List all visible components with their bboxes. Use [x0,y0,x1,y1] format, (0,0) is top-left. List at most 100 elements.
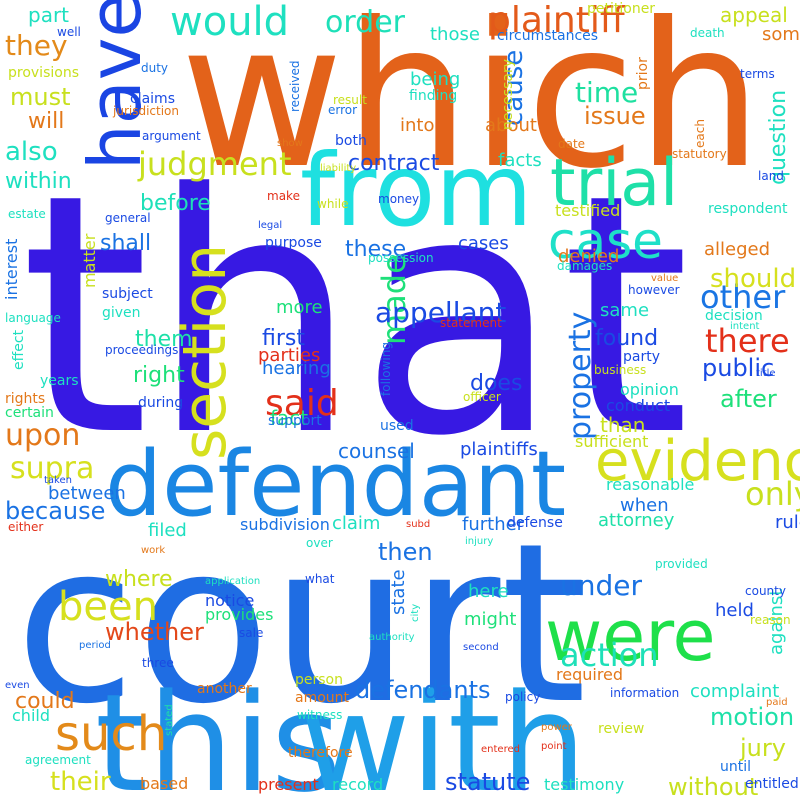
word-upon: upon [5,418,80,453]
word-also: also [5,137,58,167]
word-about: about [485,115,537,136]
word-entered: entered [481,744,520,755]
word-testified: testified [555,201,620,220]
word-until: until [720,759,751,775]
word-issue: issue [584,102,646,130]
word-record: record [332,775,383,794]
word-interest: interest [2,239,21,300]
word-jury: jury [739,734,786,762]
word-action: action [560,636,659,674]
word-after: after [720,385,777,413]
word-each: each [693,119,707,148]
word-appellant: appellant [375,296,506,329]
word-case: case [548,212,663,270]
word-cause: cause [499,50,529,126]
word-language: language [5,311,61,325]
word-part: part [28,3,69,27]
word-complaint: complaint [690,681,779,702]
word-facts: facts [498,150,542,171]
word-estate: estate [8,207,46,221]
word-should: should [710,264,796,294]
word-order: order [325,5,406,40]
word-whether: whether [105,618,204,646]
word-years: years [40,373,79,389]
word-been: been [58,584,158,630]
word-motion: motion [710,703,794,731]
word-some: some [762,24,800,45]
word-effect: effect [11,329,27,370]
word-contract: contract [348,151,440,176]
word-when: when [620,495,669,516]
word-with: with [300,665,586,800]
word-because: because [5,497,105,525]
word-rule: rule [775,512,800,533]
word-either: either [8,520,43,534]
word-even: even [5,680,30,691]
word-plaintiff: plaintiff [488,0,626,41]
word-opinion: opinion [620,380,679,399]
word-were: were [545,595,716,677]
word-hearing: hearing [262,358,331,379]
word-fact: fact [270,406,308,430]
word-officer: officer [463,390,501,404]
word-provisions: provisions [8,65,79,81]
word-provides: provides [205,605,273,624]
word-date: date [558,137,585,151]
word-that: that [20,124,690,508]
word-taken: taken [44,475,72,486]
word-application: application [205,576,260,587]
word-defendant: defendant [105,432,566,537]
word-court: court [15,496,587,752]
word-first: first [262,326,305,351]
word-circumstances: circumstances [497,28,598,44]
word-alleged: alleged [704,239,770,260]
word-here: here [468,581,509,602]
word-public: public [702,354,774,382]
word-under: under [560,569,642,602]
word-parties: parties [258,345,320,366]
word-within: within [5,169,72,194]
word-three: three [142,656,174,670]
word-evidence: evidence [595,429,800,494]
word-period: period [79,640,111,651]
word-certain: certain [5,405,54,421]
word-legal: legal [258,220,282,231]
word-entitled: entitled [745,776,799,792]
word-policy: policy [505,690,540,704]
word-testimony: testimony [544,775,624,794]
word-purpose: purpose [265,235,322,251]
word-statute: statute [445,768,530,796]
word-without: without [668,773,758,800]
word-result: result [333,93,367,107]
word-plaintiffs: plaintiffs [460,439,538,460]
word-required: required [556,665,623,684]
word-over: over [306,536,333,550]
word-respondent: respondent [708,201,788,217]
word-defendants: defendants [355,676,491,704]
word-into: into [400,115,434,136]
word-petitioner: petitioner [587,1,655,17]
word-will: will [28,109,64,134]
word-appeal: appeal [720,3,788,27]
word-such: such [55,706,167,762]
word-second: second [463,642,499,653]
word-reason: reason [750,613,791,627]
word-however: however [628,283,680,297]
word-based: based [140,774,188,793]
word-shall: shall [100,231,151,256]
word-them: them [135,327,193,352]
word-agreement: agreement [25,753,91,767]
word-review: review [598,721,644,737]
word-value: value [651,273,678,284]
word-support: support [268,413,322,429]
word-witness: witness [297,708,342,722]
word-filed: filed [148,520,187,541]
word-error: error [328,103,357,117]
word-only: only [745,475,800,513]
word-before: before [140,191,211,216]
word-person: person [295,672,343,688]
word-title: title [756,368,776,379]
word-might: might [464,609,516,630]
word-further: further [462,514,525,535]
